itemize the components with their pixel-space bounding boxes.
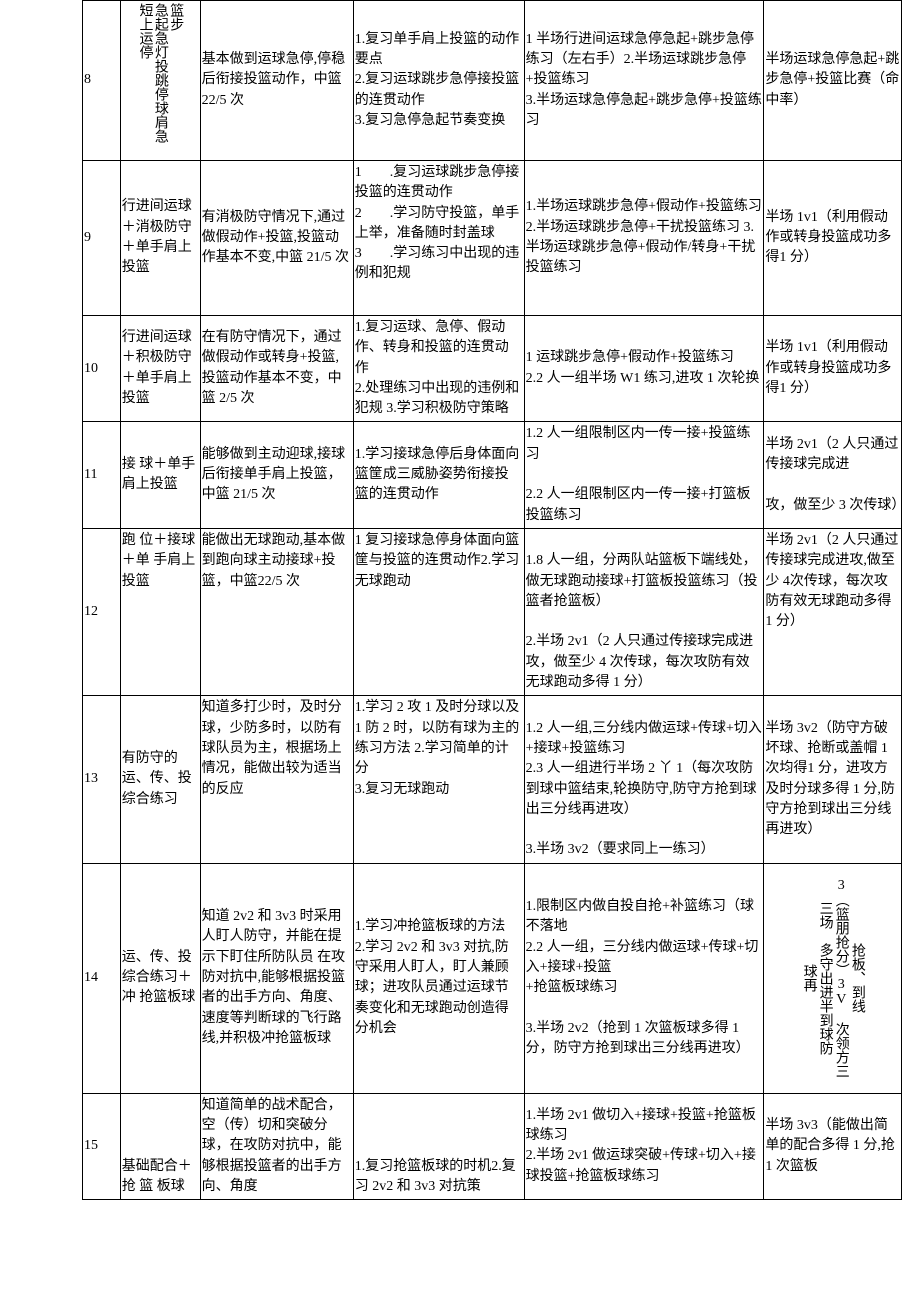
practice-cell: 1.2 人一组限制区内一传一接+投篮练习 2.2 人一组限制区内一传一接+打篮板…	[524, 422, 764, 528]
topic-cell: 有防守的运、传、投综合练习	[120, 696, 200, 863]
points-cell: 1.复习单手肩上投篮的动作要点 2.复习运球跳步急停接投篮的连贯动作 3.复习急…	[353, 1, 524, 161]
eval-cell: 半场 3v2（防守方破坏球、抢断或盖帽 1 次均得1 分，进攻方及时分球多得 1…	[764, 696, 902, 863]
table-row: 12 跑 位＋接球＋单 手肩上投篮 能做出无球跑动,基本做到跑向球主动接球+投篮…	[83, 528, 902, 695]
topic-cell: 运、传、投综合练习＋冲 抢篮板球	[120, 863, 200, 1093]
topic-cell: 短上运停 急起急灯投跳停球肩急 篮步	[120, 1, 200, 161]
points-cell: 1 复习接球急停身体面向篮筐与投篮的连贯动作2.学习无球跑动	[353, 528, 524, 695]
topic-cell: 行进间运球＋消极防守＋单手肩上投篮	[120, 161, 200, 316]
topic-cell: 跑 位＋接球＋单 手肩上投篮	[120, 528, 200, 695]
topic-col-c: 篮步	[168, 3, 183, 31]
eval-col-a: 球再	[800, 964, 816, 992]
goal-cell: 知道简单的战术配合，空（传）切和突破分球，在攻防对抗中，能够根据投篮者的出手方向…	[200, 1093, 353, 1199]
eval-cell: 半场 2v1（2 人只通过传接球完成进 攻，做至少 3 次传球）	[764, 422, 902, 528]
goal-cell: 在有防守情况下，通过做假动作或转身+投篮,投篮动作基本不变，中篮 2/5 次	[200, 316, 353, 422]
eval-cell: 半场运球急停急起+跳步急停+投篮比赛（命中率）	[764, 1, 902, 161]
practice-cell: 1.8 人一组，分两队站篮板下端线处，做无球跑动接球+打篮板投篮练习（投篮者抢篮…	[524, 528, 764, 695]
row-id: 12	[83, 528, 121, 695]
practice-cell: 1.2 人一组,三分线内做运球+传球+切入+接球+投篮练习 2.3 人一组进行半…	[524, 696, 764, 863]
row-id: 11	[83, 422, 121, 528]
row-id: 9	[83, 161, 121, 316]
practice-cell: 1.半场运球跳步急停+假动作+投篮练习 2.半场运球跳步急停+干扰投篮练习 3.…	[524, 161, 764, 316]
topic-cell: 行进间运球＋积极防守＋单手肩上投篮	[120, 316, 200, 422]
goal-cell: 能做出无球跑动,基本做到跑向球主动接球+投篮，中篮22/5 次	[200, 528, 353, 695]
practice-cell: 1 运球跳步急停+假动作+投篮练习 2.2 人一组半场 W1 练习,进攻 1 次…	[524, 316, 764, 422]
topic-cell: 接 球＋单手肩上投篮	[120, 422, 200, 528]
goal-cell: 知道多打少时，及时分球，少防多时，以防有球队员为主，根据场上情况，能做出较为适当…	[200, 696, 353, 863]
practice-cell: 1 半场行进间运球急停急起+跳步急停练习（左右手）2.半场运球跳步急停+投篮练习…	[524, 1, 764, 161]
row-id: 10	[83, 316, 121, 422]
topic-cell: 基础配合＋抢 篮 板球	[120, 1093, 200, 1199]
topic-col-a: 短上运停	[137, 3, 152, 59]
eval-col-b: 三场 多守出进半到球防	[817, 901, 833, 1055]
table-row: 8 短上运停 急起急灯投跳停球肩急 篮步 基本做到运球急停,停稳后衔接投篮动作，…	[83, 1, 902, 161]
topic-col-b: 急起急灯投跳停球肩急	[152, 3, 167, 143]
goal-cell: 基本做到运球急停,停稳后衔接投篮动作，中篮 22/5 次	[200, 1, 353, 161]
curriculum-table: 8 短上运停 急起急灯投跳停球肩急 篮步 基本做到运球急停,停稳后衔接投篮动作，…	[82, 0, 902, 1200]
points-cell: 1.学习 2 攻 1 及时分球以及 1 防 2 时，以防有球为主的练习方法 2.…	[353, 696, 524, 863]
points-cell: 1.学习冲抢篮板球的方法 2.学习 2v2 和 3v3 对抗,防守采用人盯人，盯…	[353, 863, 524, 1093]
eval-cell: 半场 1v1（利用假动作或转身投篮成功多得1 分）	[764, 161, 902, 316]
points-cell: 1 .复习运球跳步急停接投篮的连贯动作 2 .学习防守投篮，单手上举，准备随时封…	[353, 161, 524, 316]
table-row: 13 有防守的运、传、投综合练习 知道多打少时，及时分球，少防多时，以防有球队员…	[83, 696, 902, 863]
points-cell: 1.复习运球、急停、假动作、转身和投篮的连贯动作 2.处理练习中出现的违例和犯规…	[353, 316, 524, 422]
row-id: 15	[83, 1093, 121, 1199]
goal-cell: 有消极防守情况下,通过做假动作+投篮,投篮动作基本不变,中篮 21/5 次	[200, 161, 353, 316]
table-row: 11 接 球＋单手肩上投篮 能够做到主动迎球,接球后衔接单手肩上投篮，中篮 21…	[83, 422, 902, 528]
row-id: 13	[83, 696, 121, 863]
goal-cell: 知道 2v2 和 3v3 时采用人盯人防守，并能在提示下盯住所防队员 在攻防对抗…	[200, 863, 353, 1093]
row-id: 8	[83, 1, 121, 161]
row-id: 14	[83, 863, 121, 1093]
eval-cell: 半场 2v1（2 人只通过传接球完成进攻,做至少 4次传球，每次攻防有效无球跑动…	[764, 528, 902, 695]
table-row: 14 运、传、投综合练习＋冲 抢篮板球 知道 2v2 和 3v3 时采用人盯人防…	[83, 863, 902, 1093]
eval-cell: 半场 1v1（利用假动作或转身投篮成功多得1 分）	[764, 316, 902, 422]
eval-col-c: 3（篮朋抢分）3V 次领方三	[833, 878, 849, 1078]
table-row: 9 行进间运球＋消极防守＋单手肩上投篮 有消极防守情况下,通过做假动作+投篮,投…	[83, 161, 902, 316]
eval-cell: 球再 三场 多守出进半到球防 3（篮朋抢分）3V 次领方三 抢板、到线	[764, 863, 902, 1093]
goal-cell: 能够做到主动迎球,接球后衔接单手肩上投篮，中篮 21/5 次	[200, 422, 353, 528]
points-cell: 1.复习抢篮板球的时机2.复习 2v2 和 3v3 对抗策	[353, 1093, 524, 1199]
eval-col-d: 抢板、到线	[849, 943, 865, 1013]
eval-cell: 半场 3v3（能做出简单的配合多得 1 分,抢 1 次篮板	[764, 1093, 902, 1199]
practice-cell: 1.限制区内做自投自抢+补篮练习（球不落地 2.2 人一组，三分线内做运球+传球…	[524, 863, 764, 1093]
practice-cell: 1.半场 2v1 做切入+接球+投篮+抢篮板球练习 2.半场 2v1 做运球突破…	[524, 1093, 764, 1199]
table-row: 10 行进间运球＋积极防守＋单手肩上投篮 在有防守情况下，通过做假动作或转身+投…	[83, 316, 902, 422]
table-row: 15 基础配合＋抢 篮 板球 知道简单的战术配合，空（传）切和突破分球，在攻防对…	[83, 1093, 902, 1199]
points-cell: 1.学习接球急停后身体面向篮筐成三威胁姿势衔接投篮的连贯动作	[353, 422, 524, 528]
